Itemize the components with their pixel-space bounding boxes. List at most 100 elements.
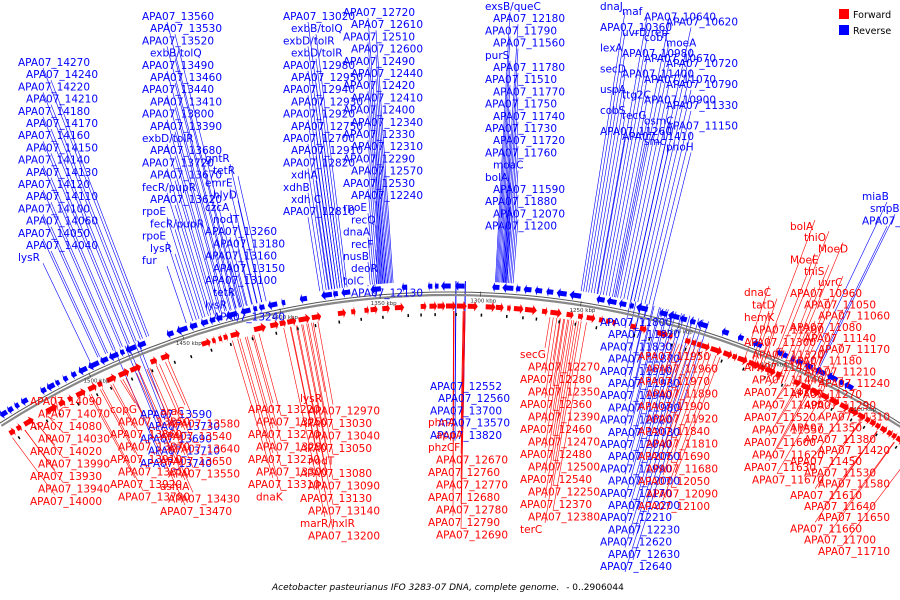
forward-gene-arrow[interactable]	[298, 313, 311, 324]
forward-gene-arrow[interactable]	[67, 394, 74, 403]
gene-label[interactable]: APA07_10790	[666, 79, 738, 91]
gene-label[interactable]: APA07_12200	[608, 500, 680, 512]
forward-gene-arrow[interactable]	[700, 342, 710, 352]
gene-label[interactable]: APA07_12020	[600, 415, 672, 427]
reverse-gene-arrow[interactable]	[13, 401, 20, 411]
forward-gene-arrow[interactable]	[775, 370, 782, 380]
gene-label[interactable]: APA07_13550	[168, 469, 240, 481]
gene-label[interactable]: APA07_12760	[428, 467, 500, 479]
reverse-gene-arrow[interactable]	[281, 297, 286, 308]
forward-gene-arrow[interactable]	[370, 304, 378, 315]
gene-label[interactable]: asmA	[160, 481, 190, 493]
gene-label[interactable]: APA07_12270	[528, 362, 600, 374]
gene-label[interactable]: nodT	[308, 456, 335, 468]
gene-label[interactable]: APA07_13570	[438, 418, 510, 430]
forward-gene-arrow[interactable]	[541, 306, 548, 317]
gene-label[interactable]: APA07_11330	[666, 100, 738, 112]
gene-label[interactable]: APA07_11760	[485, 147, 557, 159]
gene-label[interactable]: APA07_13250	[256, 417, 328, 429]
gene-label[interactable]: APA07_11530	[804, 467, 876, 479]
gene-label[interactable]: APA07_12280	[520, 374, 592, 386]
gene-label[interactable]: APA07_13020	[283, 11, 355, 23]
gene-label[interactable]: phoH	[666, 141, 694, 153]
gene-label[interactable]: APA07_12530	[343, 178, 415, 190]
gene-label[interactable]: tetR	[213, 165, 235, 177]
gene-label[interactable]: APA07_13710	[148, 446, 220, 458]
reverse-gene-arrow[interactable]	[515, 283, 521, 294]
gene-label[interactable]: APA07_13670	[150, 170, 222, 182]
gene-label[interactable]: APA07_11860	[862, 215, 900, 227]
gene-label[interactable]: APA07_11640	[804, 501, 876, 513]
forward-gene-arrow[interactable]	[129, 363, 141, 373]
forward-gene-arrow[interactable]	[793, 378, 801, 388]
reverse-gene-arrow[interactable]	[253, 304, 258, 314]
forward-gene-arrow[interactable]	[566, 310, 574, 320]
gene-label[interactable]: APA07_12630	[608, 549, 680, 561]
gene-label[interactable]: APA07_14060	[26, 216, 98, 228]
gene-label[interactable]: APA07_12560	[438, 393, 510, 405]
gene-label[interactable]: secG	[520, 349, 546, 361]
gene-label[interactable]: APA07_13790	[118, 492, 190, 504]
gene-label[interactable]: APA07_13910	[110, 454, 182, 466]
forward-gene-arrow[interactable]	[286, 316, 297, 326]
gene-label[interactable]: APA07_12552	[430, 381, 502, 393]
gene-label[interactable]: exbB/tolQ	[150, 48, 202, 60]
forward-gene-arrow[interactable]	[105, 373, 117, 384]
forward-gene-arrow[interactable]	[691, 338, 697, 348]
gene-label[interactable]: fecR/pupR	[150, 218, 204, 230]
gene-label[interactable]: exbD/tolR	[142, 133, 194, 145]
gene-label[interactable]: rpoE	[142, 206, 166, 218]
reverse-gene-arrow[interactable]	[502, 282, 514, 293]
gene-label[interactable]: recQ	[351, 214, 376, 226]
gene-label[interactable]: APA07_12090	[646, 489, 718, 501]
gene-label[interactable]: APA07_13590	[140, 409, 212, 421]
gene-label[interactable]: xdhB	[283, 182, 310, 194]
gene-label[interactable]: bolA	[485, 172, 509, 184]
gene-label[interactable]: APA07_13650	[160, 456, 232, 468]
forward-gene-arrow[interactable]	[891, 432, 898, 441]
gene-label[interactable]: APA07_11690	[638, 451, 710, 463]
gene-label[interactable]: APA07_13150	[213, 263, 285, 275]
forward-gene-arrow[interactable]	[269, 319, 279, 330]
gene-label[interactable]: APA07_11490	[752, 400, 824, 412]
reverse-gene-arrow[interactable]	[455, 281, 465, 291]
forward-gene-arrow[interactable]	[467, 301, 478, 312]
forward-gene-arrow[interactable]	[737, 355, 748, 365]
gene-label[interactable]: APA07_12690	[436, 530, 508, 542]
gene-label[interactable]: purS	[485, 50, 510, 62]
gene-label[interactable]: APA07_14110	[26, 191, 98, 203]
gene-label[interactable]: maf	[622, 6, 643, 18]
forward-gene-arrow[interactable]	[446, 301, 457, 311]
gene-label[interactable]: APA07_14070	[38, 409, 110, 421]
gene-label[interactable]: APA07_13720	[142, 157, 214, 169]
gene-label[interactable]: APA07_12330	[343, 129, 415, 141]
gene-label[interactable]: hemK	[744, 312, 775, 324]
gene-label[interactable]: APA07_12050	[638, 476, 710, 488]
forward-gene-arrow[interactable]	[869, 419, 877, 428]
gene-label[interactable]: APA07_12500	[528, 462, 600, 474]
gene-label[interactable]: APA07_13200	[308, 531, 380, 543]
reverse-gene-arrow[interactable]	[629, 300, 635, 311]
reverse-gene-arrow[interactable]	[47, 382, 56, 392]
gene-label[interactable]: APA07_12180	[493, 13, 565, 25]
gene-label[interactable]: APA07_11930	[608, 378, 680, 390]
gene-label[interactable]: APA07_13730	[148, 421, 220, 433]
gene-label[interactable]: appA	[436, 430, 464, 442]
reverse-gene-arrow[interactable]	[40, 386, 47, 396]
gene-label[interactable]: APA07_14000	[30, 496, 102, 508]
gene-label[interactable]: lexA	[600, 43, 623, 55]
gene-label[interactable]: APA07_13810	[118, 467, 190, 479]
forward-gene-arrow[interactable]	[507, 303, 511, 314]
reverse-gene-arrow[interactable]	[619, 298, 627, 309]
reverse-gene-arrow[interactable]	[492, 282, 500, 293]
gene-label[interactable]: APA07_11880	[485, 196, 557, 208]
gene-label[interactable]: APA07_12100	[638, 501, 710, 513]
reverse-gene-arrow[interactable]	[738, 332, 745, 342]
reverse-gene-arrow[interactable]	[0, 409, 9, 419]
reverse-gene-arrow[interactable]	[100, 356, 109, 366]
reverse-gene-arrow[interactable]	[176, 325, 189, 336]
gene-label[interactable]: APA07_13700	[430, 405, 502, 417]
gene-label[interactable]: APA07_12040	[600, 439, 672, 451]
gene-label[interactable]: APA07_11910	[600, 366, 672, 378]
gene-label[interactable]: APA07_13800	[142, 109, 214, 121]
